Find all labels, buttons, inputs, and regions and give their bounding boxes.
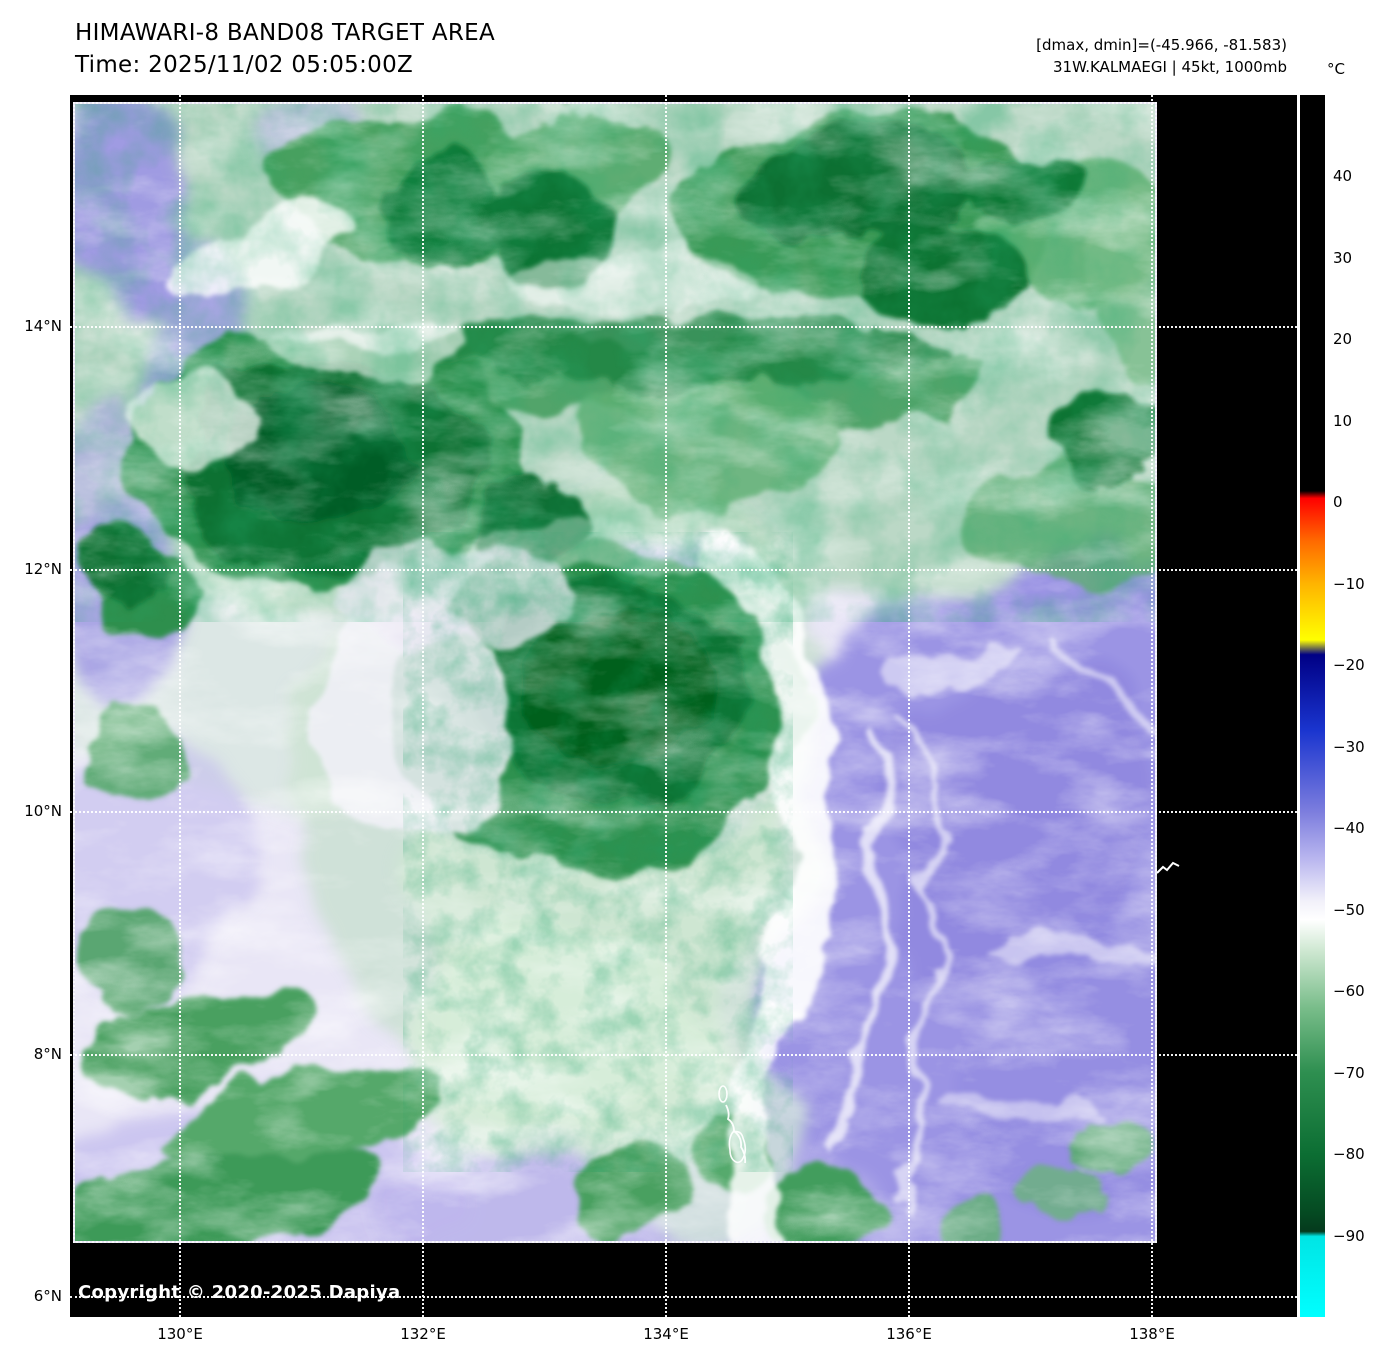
colorbar-tick-label: −30 <box>1333 737 1365 756</box>
colorbar-tick-label: −50 <box>1333 900 1365 919</box>
colorbar-tick-label: −10 <box>1333 574 1365 593</box>
lon-tick-label: 130°E <box>157 1325 203 1343</box>
colorbar <box>1300 95 1325 1317</box>
lon-tick-label: 132°E <box>400 1325 446 1343</box>
satellite-image <box>75 104 1155 1241</box>
lat-tick-label: 6°N <box>33 1287 62 1305</box>
lat-tick-label: 10°N <box>24 802 62 820</box>
colorbar-tick-label: 20 <box>1333 330 1353 349</box>
plot-area: Copyright © 2020-2025 Dapiya <box>70 95 1297 1317</box>
colorbar-tick-label: 10 <box>1333 411 1353 430</box>
lat-tick-label: 8°N <box>33 1044 62 1063</box>
info-block: [dmax, dmin]=(-45.966, -81.583) 31W.KALM… <box>1036 34 1287 78</box>
colorbar-tick-label: −20 <box>1333 656 1365 675</box>
gridline-lat <box>70 568 1297 571</box>
colorbar-tick-label: 40 <box>1333 167 1353 186</box>
gridline-lon <box>1151 95 1153 1317</box>
satellite-data-area <box>73 102 1157 1243</box>
gridline-lat <box>70 1053 1297 1056</box>
copyright: Copyright © 2020-2025 Dapiya <box>78 1282 401 1303</box>
colorbar-tick-label: 0 <box>1333 493 1343 512</box>
gridline-lon <box>665 95 667 1317</box>
lat-tick-label: 12°N <box>24 559 62 578</box>
gridline-lon <box>908 95 910 1317</box>
colorbar-tick-label: −70 <box>1333 1063 1365 1082</box>
lat-tick-label: 14°N <box>24 317 62 335</box>
dmax-dmin-readout: [dmax, dmin]=(-45.966, -81.583) <box>1036 36 1287 54</box>
colorbar-gradient <box>1300 95 1325 1317</box>
gridline-lon <box>422 95 424 1317</box>
gridline-lat <box>70 1296 1297 1298</box>
timestamp: Time: 2025/11/02 05:05:00Z <box>75 52 414 78</box>
page-title: HIMAWARI-8 BAND08 TARGET AREA <box>75 20 496 46</box>
gridline-lat <box>70 811 1297 813</box>
palau-island-outline <box>718 1085 747 1164</box>
storm-info: 31W.KALMAEGI | 45kt, 1000mb <box>1053 58 1287 76</box>
colorbar-ticks: 40 30 20 10 0 −10 −20 −30 −40 −50 −60 −70 −80 −90 <box>1333 95 1387 1317</box>
gridline-lon <box>179 95 181 1317</box>
lon-tick-label: 136°E <box>886 1325 932 1343</box>
colorbar-tick-label: −60 <box>1333 982 1365 1001</box>
colorbar-tick-label: −90 <box>1333 1226 1365 1245</box>
colorbar-unit-label: °C <box>1327 60 1345 78</box>
gridline-lat <box>70 326 1297 328</box>
yap-island-outline <box>1156 861 1180 874</box>
colorbar-tick-label: −80 <box>1333 1145 1365 1164</box>
lon-tick-label: 138°E <box>1129 1325 1175 1343</box>
colorbar-tick-label: 30 <box>1333 248 1353 267</box>
lon-tick-label: 134°E <box>643 1325 689 1343</box>
colorbar-tick-label: −40 <box>1333 819 1365 838</box>
